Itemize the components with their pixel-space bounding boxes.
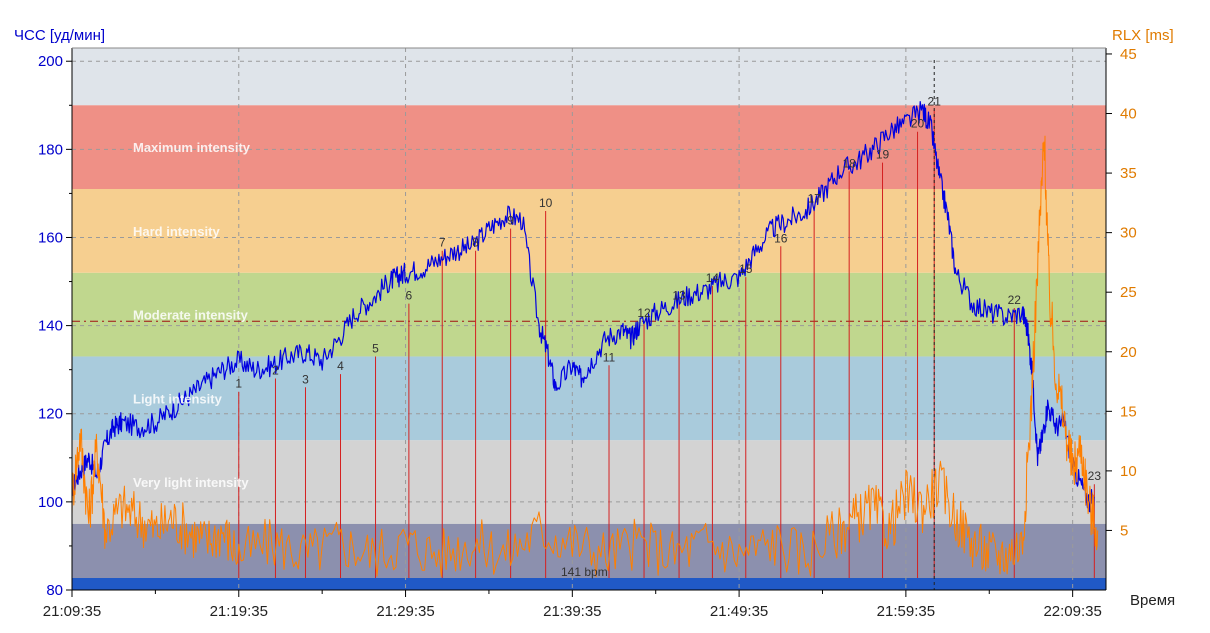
lap-label-9: 9 xyxy=(507,214,514,228)
series-hr-line xyxy=(71,100,1095,513)
x-tick-label-4: 21:49:35 xyxy=(710,603,768,620)
average-hr-label: 141 bpm xyxy=(561,565,608,579)
x-axis-title: Время xyxy=(1130,592,1175,609)
zone-label-1: Light intensity xyxy=(133,391,223,406)
zone-labels: Very light intensity Light intensity Moder… xyxy=(133,140,251,490)
left-tick-label-1: 100 xyxy=(38,494,63,511)
right-tick-label-5: 30 xyxy=(1120,225,1137,242)
lap-label-3: 3 xyxy=(302,372,309,386)
lap-label-22: 22 xyxy=(1008,293,1022,307)
lap-label-18: 18 xyxy=(842,156,856,170)
left-tick-label-6: 200 xyxy=(38,53,63,70)
lap-label-6: 6 xyxy=(406,289,413,303)
x-tick-label-1: 21:19:35 xyxy=(210,603,268,620)
zone-band-3 xyxy=(72,189,1106,273)
zone-label-0: Very light intensity xyxy=(133,475,249,490)
left-tick-label-0: 80 xyxy=(46,582,63,599)
series-rlx-line xyxy=(71,135,1099,578)
bottom-bar xyxy=(72,578,1106,590)
x-tick-label-0: 21:09:35 xyxy=(43,603,101,620)
left-tick-label-2: 120 xyxy=(38,406,63,423)
lap-label-10: 10 xyxy=(539,196,553,210)
lap-label-21: 21 xyxy=(928,95,942,109)
right-tick-label-2: 15 xyxy=(1120,403,1137,420)
lap-label-16: 16 xyxy=(774,231,788,245)
right-tick-label-0: 5 xyxy=(1120,522,1128,539)
axes: 801001201401601802005101520253035404521:… xyxy=(38,46,1137,620)
right-tick-label-3: 20 xyxy=(1120,344,1137,361)
left-tick-label-5: 180 xyxy=(38,141,63,158)
band-top xyxy=(72,48,1106,106)
x-tick-label-6: 22:09:35 xyxy=(1043,603,1101,620)
right-tick-label-7: 40 xyxy=(1120,106,1137,123)
lap-label-19: 19 xyxy=(876,148,890,162)
left-tick-label-3: 140 xyxy=(38,318,63,335)
lap-label-7: 7 xyxy=(439,236,446,250)
lap-label-17: 17 xyxy=(807,192,821,206)
right-tick-label-4: 25 xyxy=(1120,284,1137,301)
right-axis-title: RLX [ms] xyxy=(1112,27,1174,44)
lap-label-5: 5 xyxy=(372,341,379,355)
lap-label-23: 23 xyxy=(1088,469,1102,483)
lap-label-14: 14 xyxy=(706,271,720,285)
x-tick-label-2: 21:29:35 xyxy=(376,603,434,620)
lap-label-13: 13 xyxy=(672,289,686,303)
lap-label-20: 20 xyxy=(911,117,925,131)
zone-band-2 xyxy=(72,272,1106,357)
left-tick-label-4: 160 xyxy=(38,229,63,246)
x-tick-label-5: 21:59:35 xyxy=(877,603,935,620)
lap-label-15: 15 xyxy=(739,262,753,276)
left-axis-title: ЧСС [уд/мин] xyxy=(14,27,105,44)
lap-label-2: 2 xyxy=(272,363,279,377)
zone-label-4: Maximum intensity xyxy=(133,140,251,155)
x-tick-label-3: 21:39:35 xyxy=(543,603,601,620)
right-tick-label-1: 10 xyxy=(1120,463,1137,480)
right-tick-label-8: 45 xyxy=(1120,46,1137,63)
lap-label-1: 1 xyxy=(235,377,242,391)
lap-label-12: 12 xyxy=(637,306,651,320)
series-layer xyxy=(71,100,1099,578)
right-tick-label-6: 35 xyxy=(1120,165,1137,182)
lap-label-11: 11 xyxy=(603,350,616,364)
zone-label-2: Moderate intensity xyxy=(133,308,249,323)
lap-label-4: 4 xyxy=(337,359,344,373)
lap-label-8: 8 xyxy=(472,236,479,250)
zone-label-3: Hard intensity xyxy=(133,224,220,239)
